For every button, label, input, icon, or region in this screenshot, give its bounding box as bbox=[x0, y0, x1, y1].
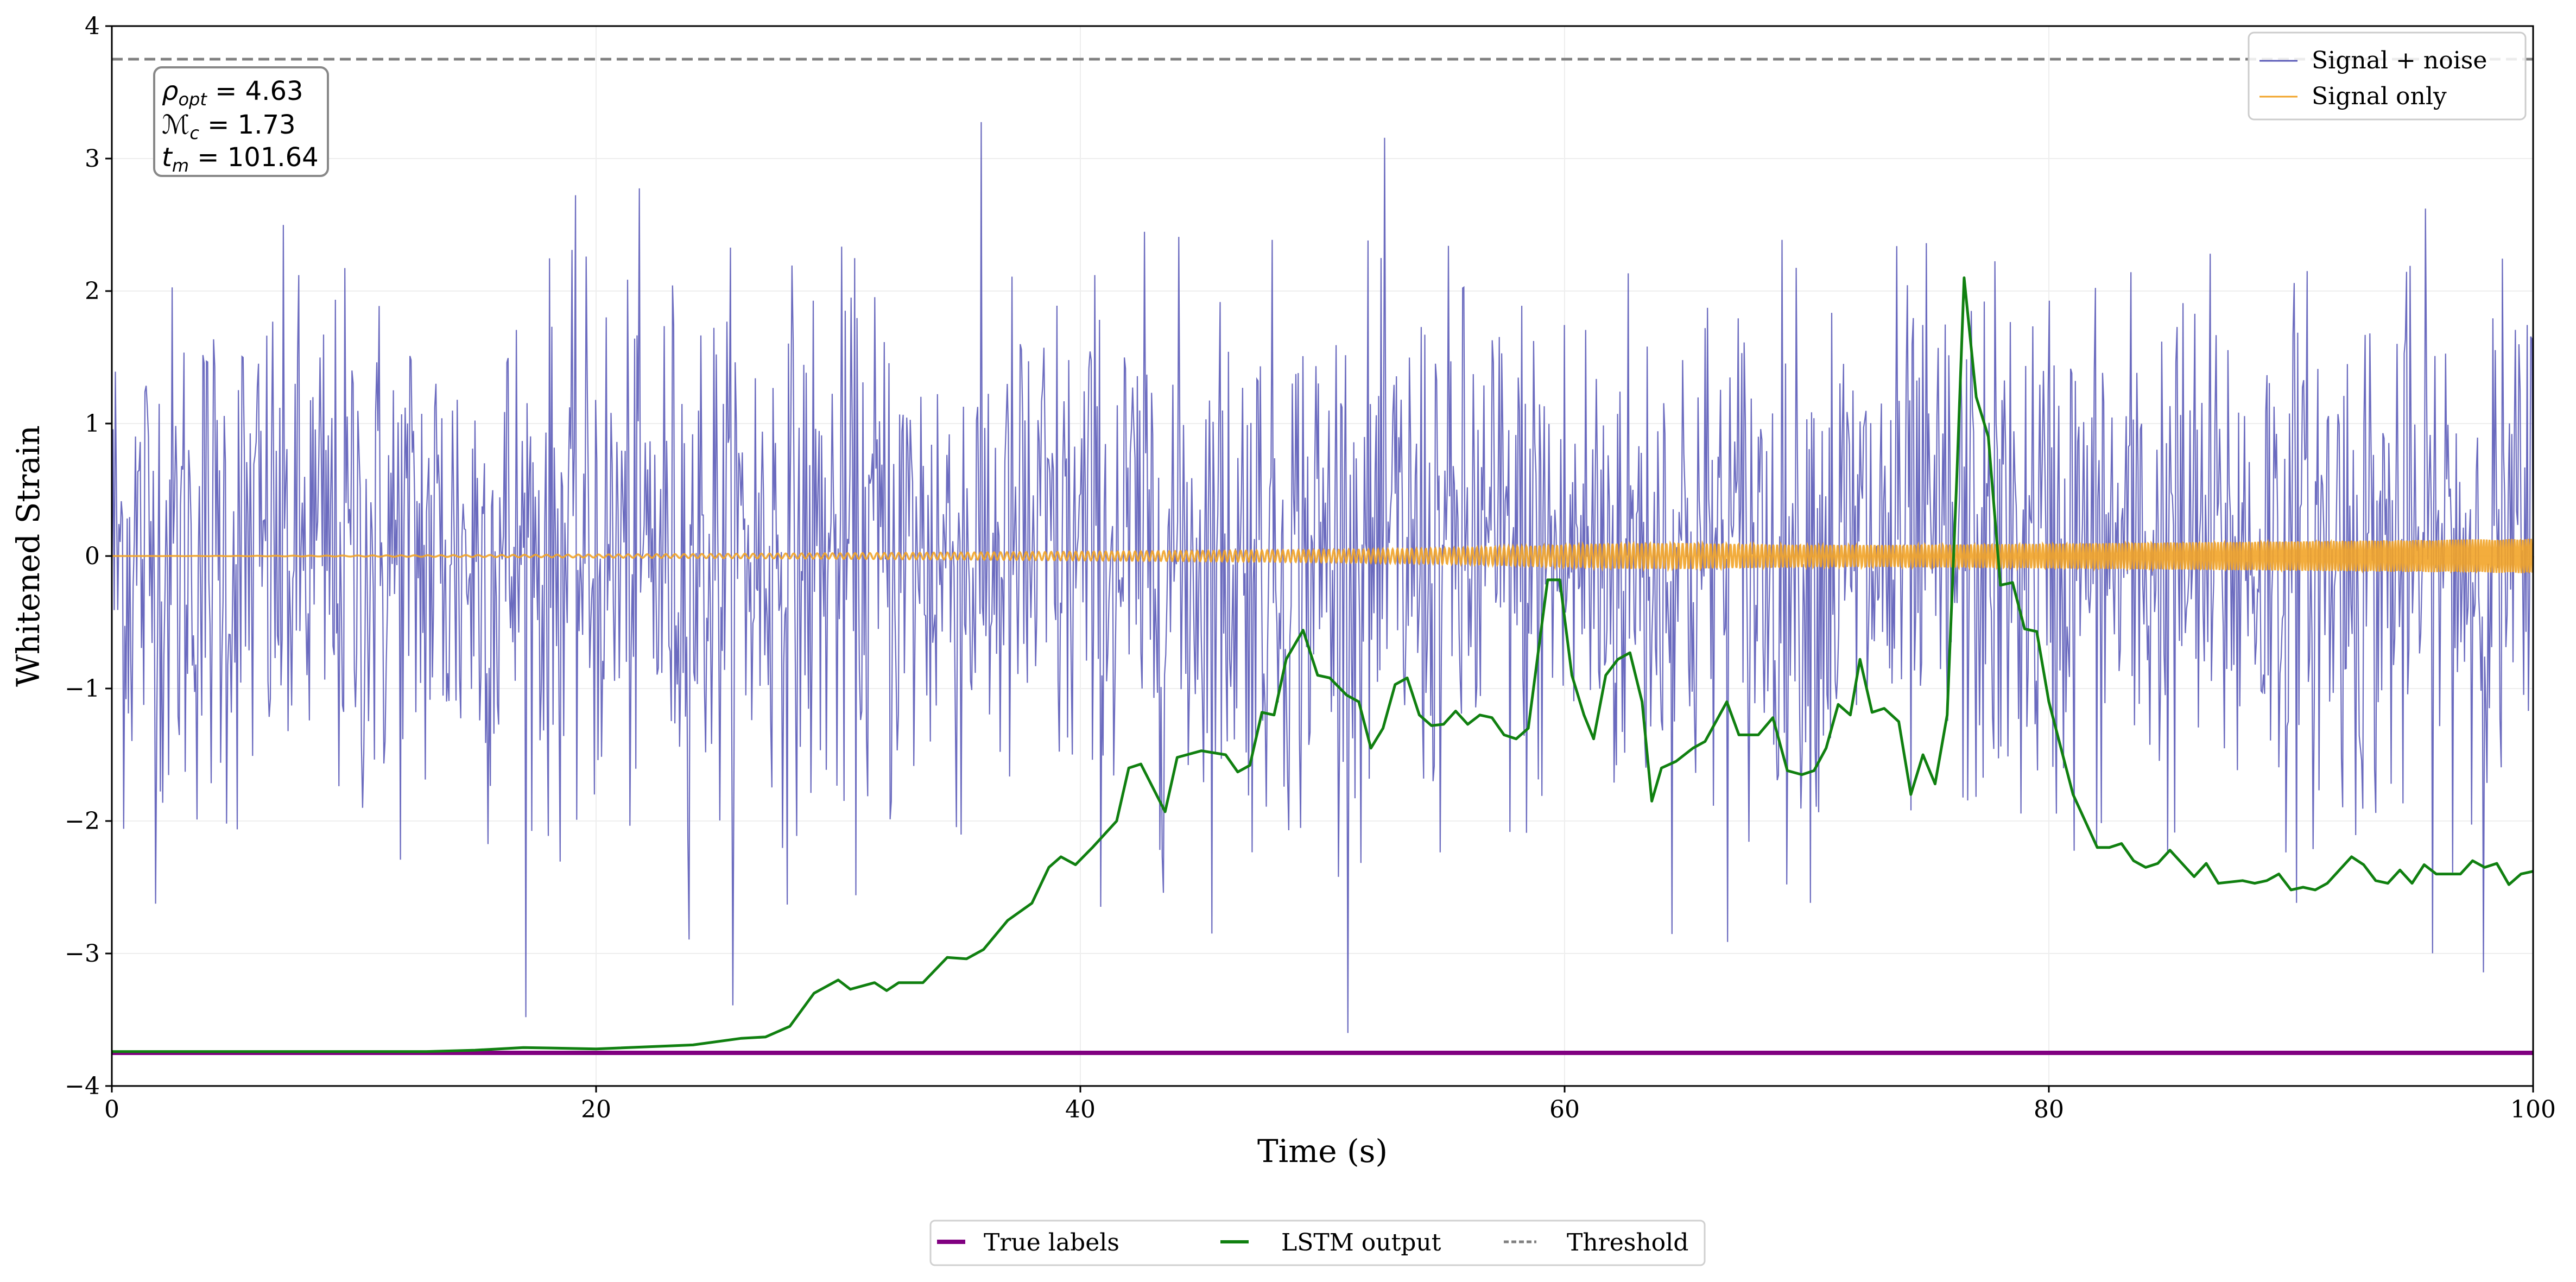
legend-label-signal-noise: Signal + noise bbox=[2312, 47, 2487, 74]
y-axis-label: Whitened Strain bbox=[10, 425, 47, 687]
signal-only-series bbox=[112, 538, 2534, 574]
y-tick-label: −2 bbox=[65, 807, 100, 835]
ticks: 0 20 40 60 80 100 −4 −3 −2 −1 0 1 2 3 4 bbox=[65, 12, 2556, 1123]
x-tick-label: 40 bbox=[1065, 1096, 1096, 1123]
signal-noise-series bbox=[111, 122, 2534, 1033]
legend-label-signal-only: Signal only bbox=[2312, 83, 2447, 110]
y-tick-label: 0 bbox=[85, 542, 100, 570]
y-tick-label: −4 bbox=[65, 1072, 100, 1100]
svg-text:ℳc = 1.73: ℳc = 1.73 bbox=[162, 110, 296, 143]
y-tick-label: 1 bbox=[85, 410, 100, 438]
y-tick-label: 2 bbox=[85, 277, 100, 305]
signal-noise-line bbox=[111, 122, 2534, 1033]
x-tick-label: 80 bbox=[2034, 1096, 2064, 1123]
svg-text:ρopt = 4.63: ρopt = 4.63 bbox=[162, 76, 303, 110]
lstm-output-line bbox=[112, 276, 2534, 1053]
legend-label-true-labels: True labels bbox=[984, 1229, 1119, 1256]
y-tick-label: 4 bbox=[85, 12, 100, 40]
x-tick-label: 0 bbox=[104, 1096, 119, 1123]
legend-bottom: True labels LSTM output Threshold bbox=[929, 1220, 1706, 1266]
y-tick-label: −1 bbox=[65, 675, 100, 703]
x-tick-label: 100 bbox=[2510, 1096, 2556, 1123]
annotation-box: ρopt = 4.63 ℳc = 1.73 tm = 101.64 bbox=[153, 66, 329, 177]
lines bbox=[112, 58, 2534, 1055]
x-axis-label: Time (s) bbox=[1257, 1133, 1388, 1170]
legend-top: Signal + noise Signal only bbox=[2248, 31, 2527, 121]
signal-only-line bbox=[112, 538, 2534, 574]
legend-label-threshold: Threshold bbox=[1567, 1229, 1688, 1256]
y-tick-label: 3 bbox=[85, 145, 100, 173]
x-tick-label: 20 bbox=[581, 1096, 611, 1123]
y-tick-label: −3 bbox=[65, 940, 100, 968]
x-tick-label: 60 bbox=[1549, 1096, 1580, 1123]
legend-label-lstm: LSTM output bbox=[1281, 1229, 1441, 1256]
svg-text:tm = 101.64: tm = 101.64 bbox=[162, 142, 319, 176]
